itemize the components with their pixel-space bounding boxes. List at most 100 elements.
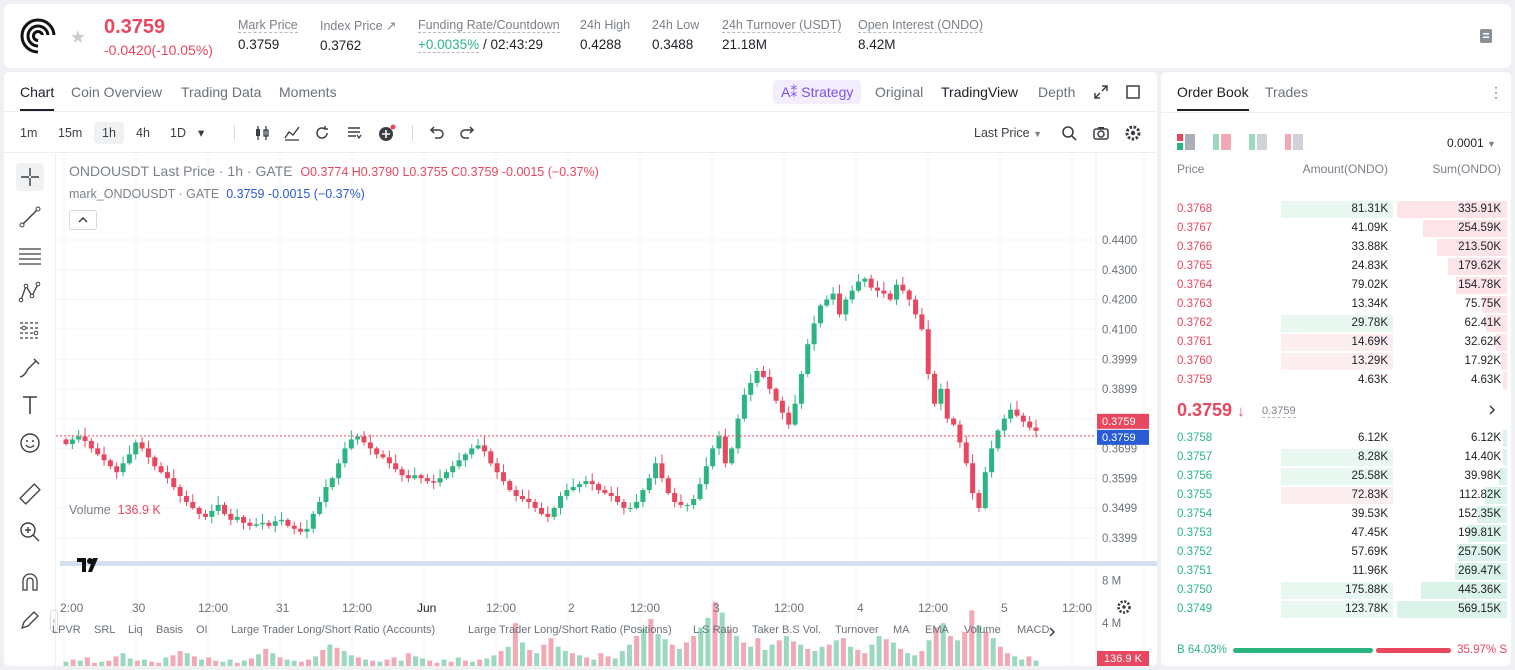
favorite-star-icon[interactable]: ★: [69, 27, 87, 47]
ask-row[interactable]: 0.3764 79.02K 154.78K: [1161, 276, 1511, 295]
strategy-button[interactable]: A⁑ Strategy: [773, 80, 862, 104]
horizontal-lines-icon[interactable]: [16, 241, 44, 269]
volume-bar: [355, 657, 361, 666]
indicator-bar: LPVR SRL Liq Basis OI Large Trader Long/Short…: [48, 624, 1068, 644]
tab-coin-overview[interactable]: Coin Overview: [71, 84, 163, 100]
undo-icon[interactable]: [427, 124, 445, 142]
tab-trading-data[interactable]: Trading Data: [181, 84, 262, 100]
tab-chart[interactable]: Chart: [20, 84, 55, 111]
interval-1d[interactable]: 1D: [170, 126, 186, 140]
indicator-ema[interactable]: EMA: [925, 624, 949, 636]
bid-row[interactable]: 0.3749 123.78K 569.15K: [1161, 600, 1511, 619]
chart-legend-main: ONDOUSDT Last Price · 1h · GATE O0.3774 …: [69, 163, 599, 179]
indicator-large-trader-long-short-ratio-accounts-[interactable]: Large Trader Long/Short Ratio (Accounts): [231, 624, 436, 636]
bid-row[interactable]: 0.3754 39.53K 152.35K: [1161, 505, 1511, 524]
book-view-compact-icon[interactable]: [1213, 134, 1231, 150]
volume-bar: [969, 610, 975, 666]
bid-row[interactable]: 0.3750 175.88K 445.36K: [1161, 581, 1511, 600]
window-icon[interactable]: [1126, 85, 1140, 99]
gear-icon[interactable]: [1124, 124, 1142, 142]
price-type-select[interactable]: Last Price ▼: [974, 126, 1042, 140]
bid-row[interactable]: 0.3758 6.12K 6.12K: [1161, 429, 1511, 448]
indicator-liq[interactable]: Liq: [128, 624, 143, 636]
interval-4h[interactable]: 4h: [136, 126, 150, 140]
bid-row[interactable]: 0.3757 8.28K 14.40K: [1161, 448, 1511, 467]
tab-moments[interactable]: Moments: [279, 84, 337, 100]
indicator-basis[interactable]: Basis: [156, 624, 183, 636]
price-chart[interactable]: 0.4400 0.4300 0.4200 0.4100 0.3999 0.3899 0.37…: [56, 154, 1157, 666]
tab-tradingview[interactable]: TradingView: [941, 84, 1019, 100]
ask-row[interactable]: 0.3765 24.83K 179.62K: [1161, 257, 1511, 276]
indicator-turnover[interactable]: Turnover: [835, 624, 879, 636]
book-view-both-icon[interactable]: [1177, 134, 1195, 150]
tab-trades[interactable]: Trades: [1265, 84, 1309, 100]
book-view-bids-icon[interactable]: [1249, 134, 1267, 150]
bid-row[interactable]: 0.3753 47.45K 199.81K: [1161, 524, 1511, 543]
ask-row[interactable]: 0.3759 4.63K 4.63K: [1161, 371, 1511, 390]
indicator-oi[interactable]: OI: [196, 624, 208, 636]
candle-type-icon[interactable]: [253, 124, 271, 142]
more-options-icon[interactable]: ⋮: [1489, 84, 1503, 100]
sum-depth-bar: [1457, 544, 1507, 561]
ask-row[interactable]: 0.3763 13.34K 75.75K: [1161, 295, 1511, 314]
chevron-right-icon[interactable]: [1487, 404, 1497, 416]
ask-row[interactable]: 0.3767 41.09K 254.59K: [1161, 219, 1511, 238]
precision-select[interactable]: 0.0001 ▼: [1447, 136, 1496, 150]
ask-row[interactable]: 0.3760 13.29K 17.92K: [1161, 352, 1511, 371]
axis-settings-icon[interactable]: [1116, 599, 1132, 615]
tab-original[interactable]: Original: [875, 84, 924, 100]
indicator-lpvr[interactable]: LPVR: [52, 624, 81, 636]
ask-row[interactable]: 0.3768 81.31K 335.91K: [1161, 200, 1511, 219]
book-view-asks-icon[interactable]: [1285, 134, 1303, 150]
indicator-macd[interactable]: MACD: [1017, 624, 1050, 636]
zoom-in-icon[interactable]: [16, 518, 44, 546]
interval-dropdown-icon[interactable]: ▾: [198, 126, 205, 140]
pattern-icon[interactable]: [16, 278, 44, 306]
replay-icon[interactable]: [313, 124, 331, 142]
bid-row[interactable]: 0.3751 11.96K 269.47K: [1161, 562, 1511, 581]
ask-row[interactable]: 0.3761 14.69K 32.62K: [1161, 333, 1511, 352]
interval-15m[interactable]: 15m: [58, 126, 83, 140]
pencil-lock-icon[interactable]: [16, 606, 44, 634]
document-icon[interactable]: [1479, 28, 1493, 44]
legend-collapse-button[interactable]: [69, 210, 97, 230]
bid-row[interactable]: 0.3755 72.83K 112.82K: [1161, 486, 1511, 505]
indicator-volume[interactable]: Volume: [964, 624, 1001, 636]
collapse-toolbar-icon[interactable]: ‹: [50, 610, 58, 632]
search-icon[interactable]: [1060, 124, 1078, 142]
text-icon[interactable]: [16, 391, 44, 419]
stat-index-price[interactable]: Index Price ↗ 0.3762: [320, 19, 397, 53]
mid-price[interactable]: 0.3759 ↓: [1177, 400, 1245, 420]
emoji-icon[interactable]: [16, 429, 44, 457]
bid-row[interactable]: 0.3752 57.69K 257.50K: [1161, 543, 1511, 562]
tab-depth[interactable]: Depth: [1038, 84, 1076, 100]
indicator-taker-b-s-vol-[interactable]: Taker B.S Vol.: [752, 624, 822, 636]
crosshair-icon[interactable]: [16, 163, 44, 191]
indicator-ma[interactable]: MA: [893, 624, 910, 636]
magnet-icon[interactable]: [16, 568, 44, 596]
fibonacci-icon[interactable]: [16, 316, 44, 344]
ask-amount: 81.31K: [1351, 203, 1388, 215]
tab-order-book[interactable]: Order Book: [1177, 84, 1249, 111]
chevron-right-icon[interactable]: [1047, 626, 1057, 638]
indicators-icon[interactable]: [283, 124, 301, 142]
redo-icon[interactable]: [459, 124, 477, 142]
volume-bar: [926, 640, 932, 666]
templates-icon[interactable]: [345, 124, 363, 142]
trend-line-icon[interactable]: [16, 203, 44, 231]
bid-amount: 72.83K: [1351, 489, 1388, 501]
expand-icon[interactable]: [1094, 85, 1108, 99]
indicator-srl[interactable]: SRL: [94, 624, 116, 636]
interval-1h[interactable]: 1h: [94, 122, 124, 144]
camera-icon[interactable]: [1092, 124, 1110, 142]
add-alert-icon[interactable]: [378, 124, 396, 142]
indicator-l-s-ratio[interactable]: L.S Ratio: [693, 624, 739, 636]
interval-1m[interactable]: 1m: [20, 126, 38, 140]
brush-icon[interactable]: [16, 354, 44, 382]
ask-row[interactable]: 0.3762 29.78K 62.41K: [1161, 314, 1511, 333]
volume-bar: [883, 639, 889, 666]
indicator-large-trader-long-short-ratio-positions-[interactable]: Large Trader Long/Short Ratio (Positions…: [468, 624, 672, 636]
ask-row[interactable]: 0.3766 33.88K 213.50K: [1161, 238, 1511, 257]
bid-row[interactable]: 0.3756 25.58K 39.98K: [1161, 467, 1511, 486]
ruler-icon[interactable]: [16, 480, 44, 508]
